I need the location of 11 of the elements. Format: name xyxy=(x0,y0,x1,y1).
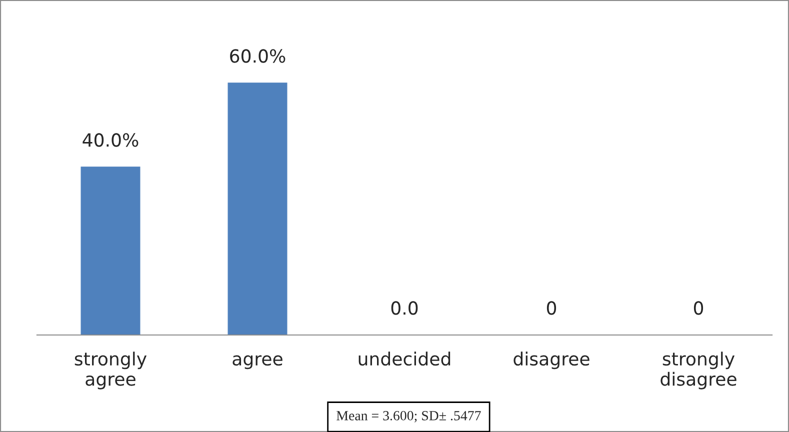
data-label: 60.0% xyxy=(230,49,286,63)
data-label: 0 xyxy=(546,301,556,315)
text: Mean = 3.600; SD± .5477 xyxy=(336,410,481,422)
data-label: 0.0 xyxy=(391,301,418,315)
data-label: 40.0% xyxy=(82,133,138,147)
x-tick-label: undecided xyxy=(358,352,450,366)
x-tick-label: strongly disagree xyxy=(660,352,736,390)
x-tick-label: agree xyxy=(232,355,282,370)
x-tick-label: disagree xyxy=(514,352,590,370)
data-label: 0 xyxy=(694,301,704,315)
x-tick-label: strongly agree xyxy=(74,352,147,390)
